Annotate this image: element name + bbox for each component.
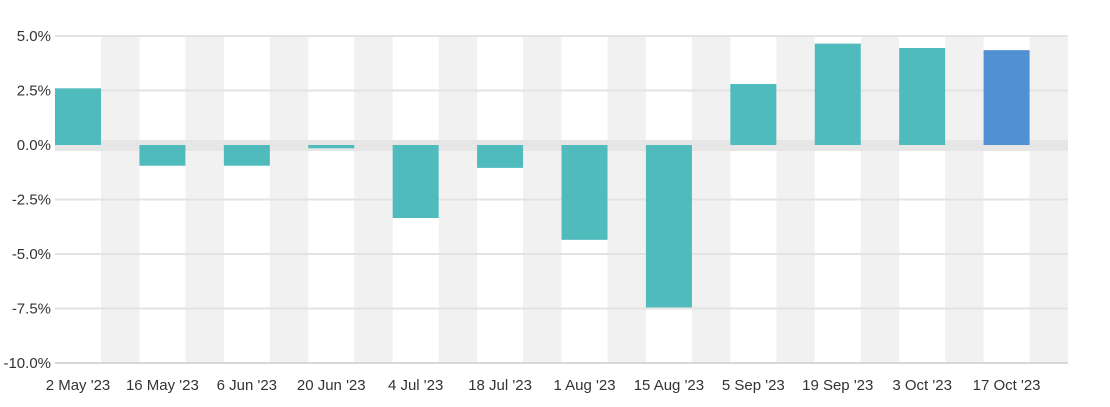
bars [55, 43, 1030, 308]
bar[interactable] [730, 83, 777, 145]
x-tick-label: 16 May '23 [126, 377, 199, 394]
y-tick-label: 5.0% [17, 28, 51, 45]
bar[interactable] [983, 50, 1030, 145]
y-axis: 5.0% 2.5% 0.0% -2.5% -5.0% -7.5% -10.0% [3, 28, 51, 372]
bar[interactable] [561, 145, 608, 240]
x-tick-label: 20 Jun '23 [297, 377, 366, 394]
y-tick-label: 2.5% [17, 83, 51, 100]
bar[interactable] [139, 145, 186, 166]
x-tick-label: 18 Jul '23 [468, 377, 532, 394]
x-tick-label: 1 Aug '23 [553, 377, 615, 394]
y-tick-label: -7.5% [12, 301, 51, 318]
bar[interactable] [223, 145, 270, 166]
x-tick-label: 3 Oct '23 [892, 377, 952, 394]
bar[interactable] [308, 145, 355, 149]
bar[interactable] [477, 145, 524, 168]
x-tick-label: 2 May '23 [46, 377, 111, 394]
x-tick-label: 6 Jun '23 [217, 377, 277, 394]
x-tick-label: 5 Sep '23 [722, 377, 785, 394]
x-tick-label: 17 Oct '23 [973, 377, 1041, 394]
x-tick-label: 4 Jul '23 [388, 377, 443, 394]
x-axis: 2 May '23 16 May '23 6 Jun '23 20 Jun '23 4 … [46, 362, 1068, 394]
x-tick-label: 19 Sep '23 [802, 377, 873, 394]
y-tick-label: 0.0% [17, 137, 51, 154]
bar[interactable] [814, 43, 861, 145]
x-tick-label: 15 Aug '23 [634, 377, 704, 394]
bar[interactable] [899, 47, 946, 145]
bar[interactable] [645, 145, 692, 308]
y-tick-label: -2.5% [12, 192, 51, 209]
bar[interactable] [392, 145, 439, 219]
bar[interactable] [55, 88, 101, 145]
y-tick-label: -10.0% [3, 355, 51, 372]
y-tick-label: -5.0% [12, 246, 51, 263]
